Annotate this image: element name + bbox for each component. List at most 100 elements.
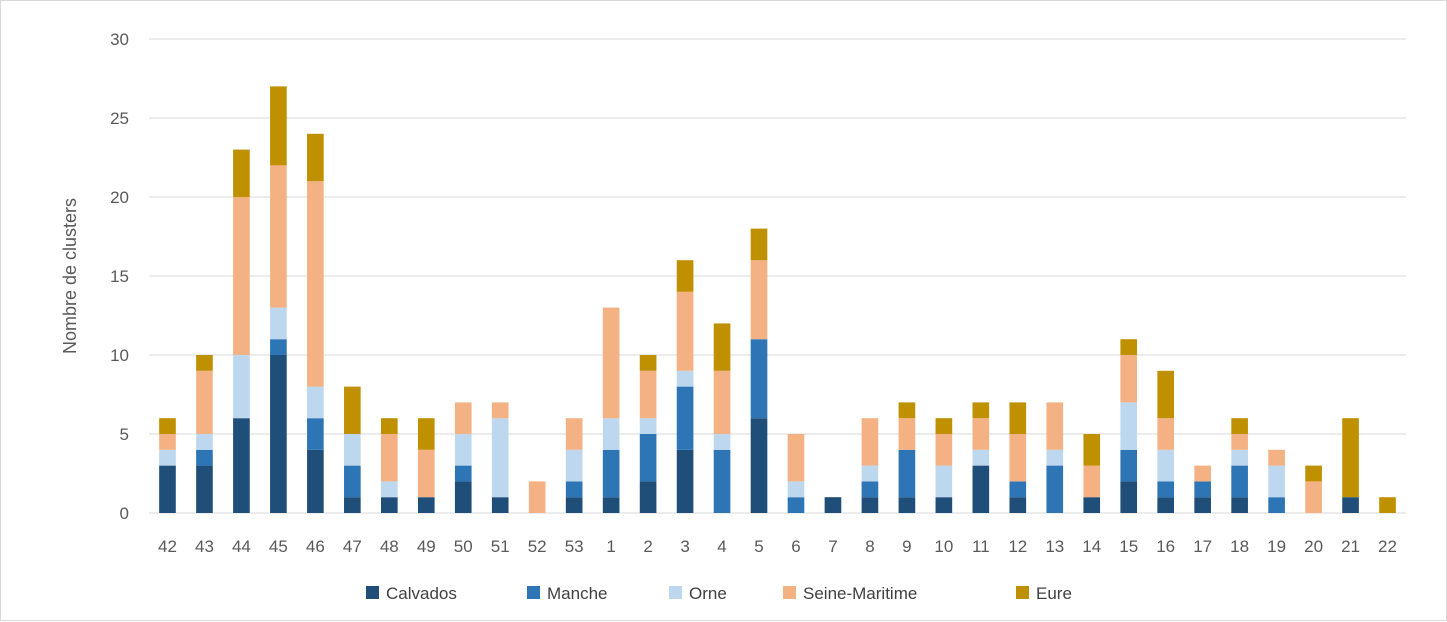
bar-segment [676,291,694,371]
bar-segment [380,434,398,482]
legend-label: Eure [1036,584,1072,603]
y-tick-label: 30 [110,30,129,49]
bar-segment [1046,449,1064,466]
x-tick-label: 53 [565,537,584,556]
bar-segment [750,339,768,419]
bar-segment [1194,465,1211,482]
x-tick-label: 52 [528,537,547,556]
x-tick-label: 2 [643,537,652,556]
bar-segment [1046,402,1064,450]
bar-segment [233,149,250,197]
y-tick-labels: 0 5 10 15 20 25 30 [110,30,129,523]
x-tick-label: 7 [828,537,837,556]
x-tick-labels: 42 43 44 45 46 47 48 49 50 51 52 53 1 2 3 4 5 6 7 8 9 10 11 12 1… [158,537,1397,556]
bar-segment [898,449,916,498]
bar-segment [417,497,435,513]
x-tick-label: 17 [1193,537,1212,556]
bar-segment [639,370,657,419]
bar-segment [491,497,509,513]
x-tick-label: 10 [934,537,953,556]
bar-segment [602,449,620,498]
bar-segment [159,465,176,513]
bar-segment [676,449,694,513]
x-tick-label: 9 [902,537,911,556]
legend-swatch [366,586,379,599]
bar-segment [270,86,287,166]
y-axis-title: Nombre de clusters [60,198,80,354]
bar-segment [972,402,990,419]
bar-segment [1231,434,1248,450]
legend-swatch [527,586,540,599]
bars [159,86,1396,513]
bar-segment [454,481,472,513]
bar-segment [1231,418,1248,434]
bar-segment [639,418,657,434]
x-tick-label: 4 [717,537,726,556]
bar-segment [491,402,509,419]
bar-segment [380,497,398,513]
bar-segment [270,165,287,308]
bar-segment [270,355,287,513]
bar-segment [972,465,990,513]
bar-segment [307,449,324,513]
bar-segment [935,465,953,498]
legend-label: Manche [547,584,607,603]
bar-segment [639,434,657,482]
x-tick-label: 50 [454,537,473,556]
legend-swatch [669,586,682,599]
bar-segment [787,497,805,513]
x-tick-label: 16 [1156,537,1175,556]
bar-segment [307,386,324,419]
x-tick-label: 11 [972,537,990,556]
bar-segment [417,418,435,450]
bar-segment [602,418,620,450]
bar-segment [898,418,916,450]
x-tick-label: 45 [269,537,288,556]
bar-segment [787,481,805,498]
bar-segment [1342,418,1359,498]
bar-segment [159,418,176,434]
bar-segment [1231,497,1248,513]
legend-label: Calvados [386,584,457,603]
bar-segment [861,465,879,482]
y-tick-label: 20 [110,188,129,207]
bar-segment [750,418,768,513]
bar-segment [1231,465,1248,498]
bar-segment [713,449,731,513]
bar-segment [307,181,324,387]
bar-segment [861,497,879,513]
bar-segment [1157,370,1175,419]
bar-segment [417,449,435,498]
gridlines [149,38,1406,514]
x-tick-label: 18 [1230,537,1249,556]
bar-segment [1379,497,1396,513]
bar-segment [861,481,879,498]
bar-segment [1009,434,1027,482]
bar-segment [1083,497,1101,513]
y-tick-label: 15 [110,267,129,286]
bar-segment [1120,449,1138,482]
bar-segment [713,434,731,450]
bar-segment [344,434,361,466]
x-tick-label: 13 [1045,537,1064,556]
bar-segment [233,355,250,419]
x-tick-label: 5 [754,537,763,556]
bar-segment [1194,481,1211,498]
bar-segment [1120,339,1138,355]
bar-segment [1342,497,1359,513]
bar-segment [380,481,398,498]
legend-swatch [783,586,796,599]
bar-segment [787,434,805,482]
bar-segment [1120,402,1138,450]
bar-segment [639,481,657,513]
bar-segment [344,465,361,498]
bar-segment [196,355,213,371]
bar-segment [1046,465,1064,513]
x-tick-label: 51 [491,537,510,556]
bar-segment [380,418,398,434]
bar-segment [454,465,472,482]
bar-segment [528,481,546,513]
bar-segment [861,418,879,466]
